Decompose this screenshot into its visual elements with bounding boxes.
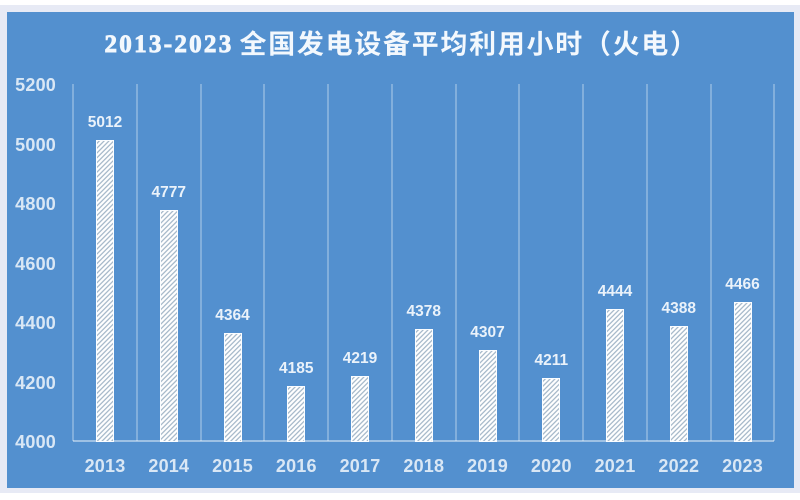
svg-text:2013-2023: 2013-2023 bbox=[105, 31, 234, 58]
